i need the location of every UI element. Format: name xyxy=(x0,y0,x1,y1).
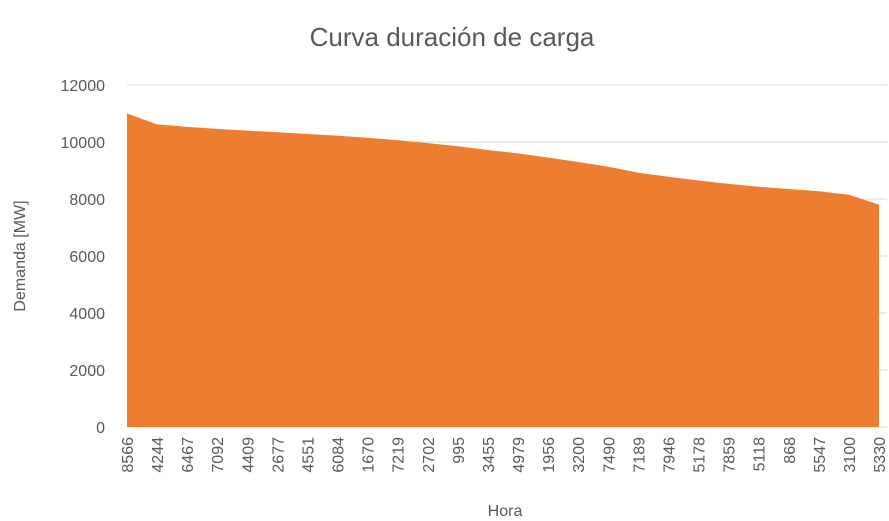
x-tick-label: 3455 xyxy=(481,437,498,473)
x-tick-label: 5118 xyxy=(752,437,769,472)
y-tick-label: 8000 xyxy=(69,192,105,209)
y-tick-label: 4000 xyxy=(69,306,105,323)
x-tick-label: 2702 xyxy=(421,437,438,473)
x-tick-label: 4244 xyxy=(150,437,167,473)
x-tick-label: 4409 xyxy=(240,437,257,473)
y-axis-label: Demanda [MW] xyxy=(12,200,29,311)
x-axis-label: Hora xyxy=(488,503,523,520)
x-tick-label: 6467 xyxy=(180,437,197,473)
x-tick-label: 7946 xyxy=(661,437,678,473)
y-tick-label: 10000 xyxy=(61,135,106,152)
x-tick-label: 995 xyxy=(451,437,468,464)
x-tick-label: 8566 xyxy=(120,437,137,473)
x-tick-label: 4979 xyxy=(511,437,528,473)
y-tick-label: 6000 xyxy=(69,249,105,266)
x-tick-label: 3200 xyxy=(571,437,588,473)
x-tick-label: 7859 xyxy=(722,437,739,473)
x-tick-label: 4551 xyxy=(300,437,317,473)
x-tick-label: 5547 xyxy=(812,437,829,473)
area xyxy=(127,113,879,427)
x-tick-label: 1956 xyxy=(541,437,558,473)
x-tick-label: 7490 xyxy=(601,437,618,473)
x-tick-label: 7092 xyxy=(210,437,227,473)
x-tick-label: 5330 xyxy=(872,437,889,473)
x-tick-label: 3100 xyxy=(842,437,859,473)
chart-title: Curva duración de carga xyxy=(310,22,595,52)
x-tick-label: 868 xyxy=(782,437,799,464)
x-tick-label: 7219 xyxy=(391,437,408,473)
x-tick-label: 1670 xyxy=(361,437,378,473)
x-tick-label: 2677 xyxy=(270,437,287,473)
x-tick-label: 7189 xyxy=(631,437,648,473)
x-tick-label: 5178 xyxy=(692,437,709,473)
y-tick-label: 12000 xyxy=(61,78,106,95)
y-tick-label: 2000 xyxy=(69,363,105,380)
x-tick-label: 6084 xyxy=(331,437,348,473)
y-tick-label: 0 xyxy=(96,420,105,437)
